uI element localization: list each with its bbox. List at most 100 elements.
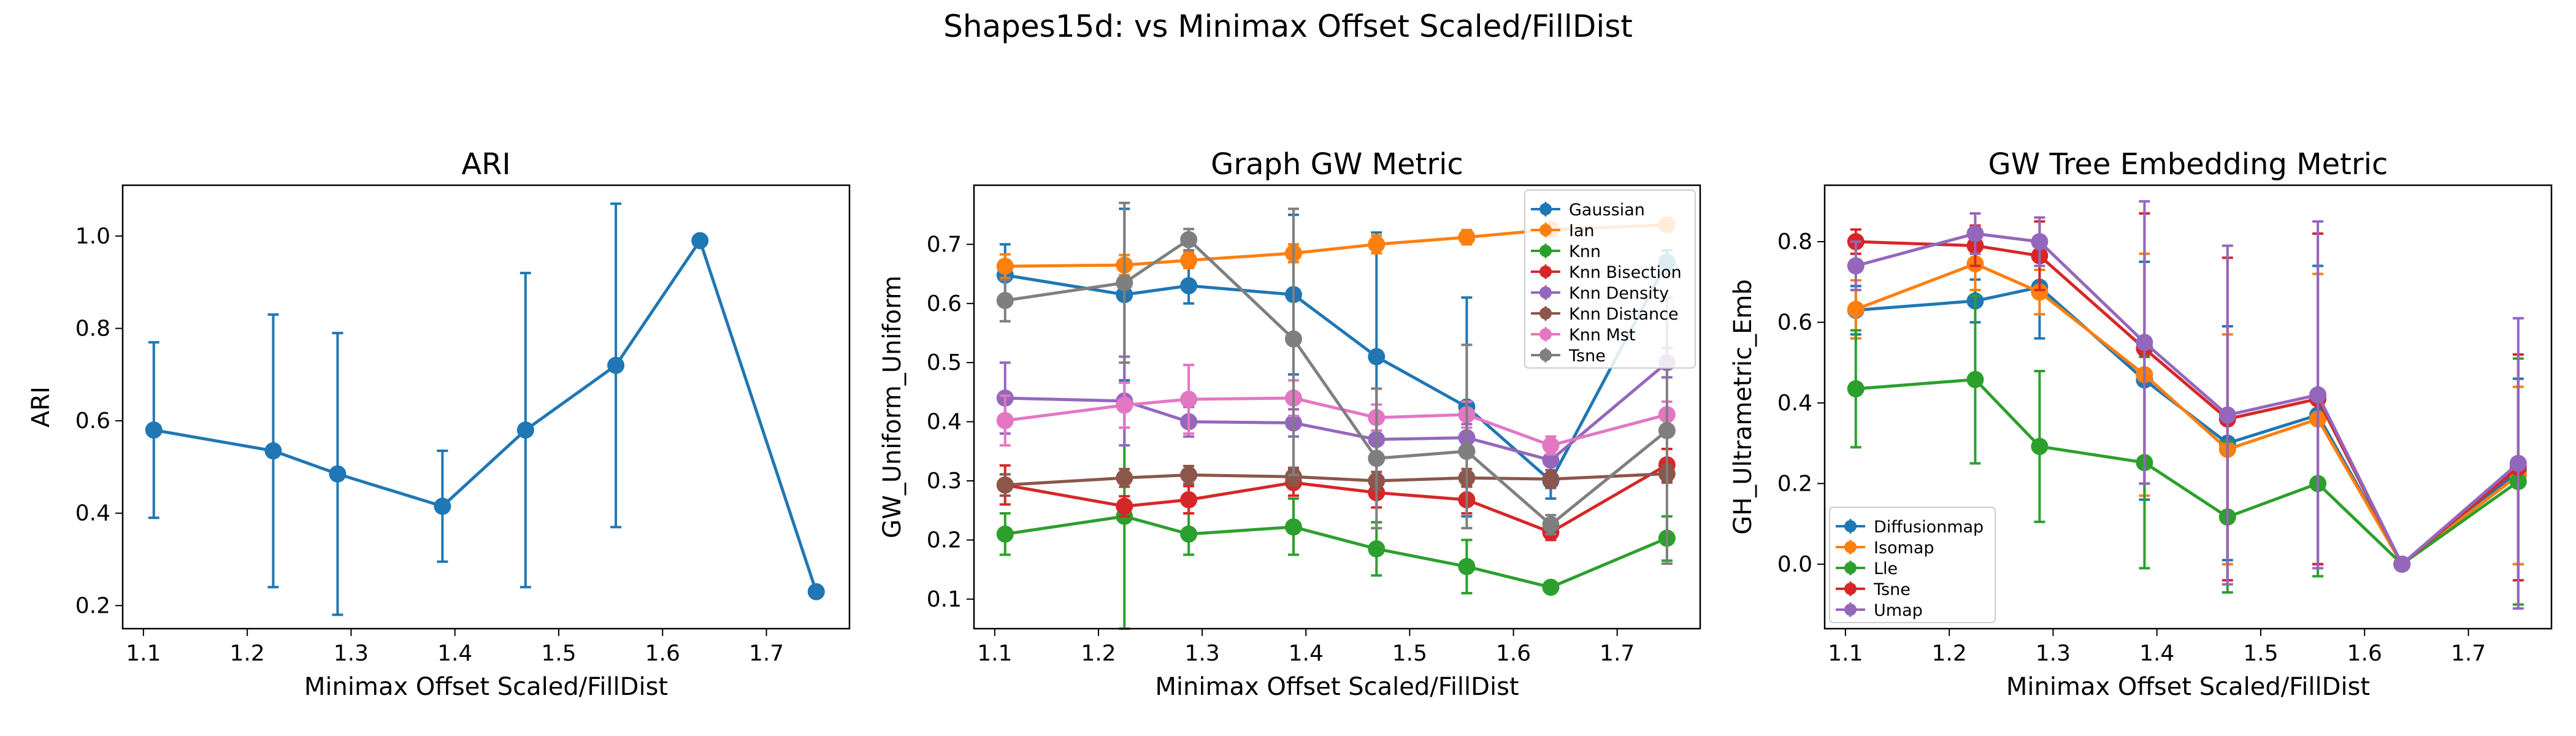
x-tick-label: 1.6	[1496, 641, 1531, 666]
data-point	[2031, 437, 2049, 455]
legend-box	[1524, 190, 1696, 369]
data-point	[1180, 390, 1198, 408]
legend-marker	[1844, 583, 1857, 595]
y-tick-label: 0.8	[1777, 229, 1812, 255]
y-tick-label: 0.6	[75, 408, 110, 434]
legend-label: Isomap	[1874, 539, 1934, 558]
data-point	[1542, 451, 1560, 469]
chart-panel-3: GW Tree Embedding Metric 1.1 1.2 1.3 1.4 1.5 1…	[1729, 147, 2553, 701]
y-tick-label: 0.2	[927, 527, 962, 553]
y-tick-label: 0.4	[1777, 391, 1812, 416]
legend-marker	[1539, 245, 1552, 257]
y-tick-label: 0.2	[75, 593, 110, 618]
data-point	[1966, 370, 1984, 388]
x-tick-label: 1.2	[230, 641, 265, 666]
series-line	[1005, 238, 1668, 526]
x-axis-label: Minimax Offset Scaled/FillDist	[2006, 673, 2370, 701]
series-knn-distance	[996, 463, 1676, 497]
series-knn-bisection	[996, 447, 1676, 542]
y-tick-label: 0.1	[927, 587, 962, 612]
legend-label: Lle	[1874, 559, 1898, 578]
legend-label: Umap	[1874, 601, 1923, 620]
data-point	[1284, 518, 1302, 536]
data-point	[434, 497, 451, 515]
y-axis-label: ARI	[27, 386, 55, 427]
x-tick-label: 1.7	[749, 641, 784, 666]
data-point	[1458, 442, 1476, 460]
legend-label: Gaussian	[1569, 201, 1645, 220]
data-point	[264, 442, 282, 460]
data-point	[1180, 466, 1198, 484]
x-tick-label: 1.7	[1600, 641, 1635, 666]
legend-label: Knn Bisection	[1569, 263, 1682, 282]
data-point	[1847, 257, 1865, 275]
data-point	[1368, 348, 1386, 366]
y-tick-label: 0.7	[927, 232, 962, 257]
y-tick-label: 1.0	[75, 224, 110, 249]
legend-label: Knn Density	[1569, 284, 1669, 303]
y-tick-label: 0.0	[1777, 552, 1812, 577]
series-line	[1005, 361, 1668, 462]
data-point	[1180, 491, 1198, 508]
legend-label: Tsne	[1568, 347, 1606, 366]
data-point	[807, 583, 825, 600]
legend-marker	[1539, 349, 1552, 361]
x-tick-label: 1.4	[2139, 641, 2174, 666]
x-tick-label: 1.2	[1081, 641, 1116, 666]
data-point	[1542, 437, 1560, 454]
data-point	[1116, 274, 1133, 292]
legend-marker	[1539, 307, 1552, 320]
x-tick-label: 1.1	[1828, 641, 1863, 666]
data-point	[1116, 497, 1133, 515]
legend-marker	[1844, 520, 1857, 532]
y-tick-label: 0.4	[75, 501, 110, 526]
data-point	[1542, 516, 1560, 534]
data-point	[996, 525, 1014, 543]
data-point	[329, 465, 347, 483]
data-point	[1542, 578, 1560, 596]
series-ari	[145, 202, 825, 616]
x-tick-label: 1.1	[126, 641, 161, 666]
y-tick-label: 0.5	[927, 350, 962, 375]
x-tick-label: 1.6	[645, 641, 680, 666]
legend-label: Knn	[1569, 242, 1601, 261]
data-point	[1116, 469, 1133, 487]
data-point	[145, 421, 163, 439]
legend-marker	[1844, 604, 1857, 616]
plot-frame	[121, 184, 851, 630]
chart-panel-2: Graph GW Metric 1.1 1.2 1.3 1.4 1.5 1.6 1.7 0.1 0…	[878, 147, 1701, 701]
x-tick-label: 1.4	[437, 641, 472, 666]
y-tick-label: 0.4	[927, 410, 962, 435]
data-point	[516, 421, 534, 439]
y-axis-label: GH_Ultrametric_Emb	[1729, 279, 1757, 535]
data-point	[996, 412, 1014, 429]
series-line	[1005, 396, 1668, 447]
data-point	[996, 258, 1014, 275]
series-line	[1855, 378, 2520, 566]
y-tick-label: 0.8	[75, 316, 110, 341]
y-tick-label: 0.3	[927, 469, 962, 494]
legend-label: Ian	[1569, 221, 1595, 240]
legend-marker	[1539, 286, 1552, 299]
x-tick-label: 1.5	[2243, 641, 2278, 666]
figure-title: Shapes15d: vs Minimax Offset Scaled/Fill…	[943, 9, 1633, 44]
chart-title: ARI	[461, 147, 510, 182]
x-tick-label: 1.3	[334, 641, 369, 666]
series-line	[1005, 515, 1668, 589]
series-line	[1855, 232, 2520, 566]
x-tick-label: 1.6	[2347, 641, 2382, 666]
data-point	[1966, 224, 1984, 242]
data-point	[607, 356, 625, 374]
x-axis-label: Minimax Offset Scaled/FillDist	[1155, 673, 1519, 701]
data-point	[1658, 422, 1676, 440]
x-tick-label: 1.5	[541, 641, 576, 666]
legend-label: Knn Mst	[1569, 326, 1635, 345]
legend-marker	[1539, 266, 1552, 278]
series-umap	[1847, 200, 2527, 610]
legend-marker	[1539, 328, 1552, 340]
plot-frame	[973, 184, 1701, 630]
data-point	[996, 476, 1014, 494]
